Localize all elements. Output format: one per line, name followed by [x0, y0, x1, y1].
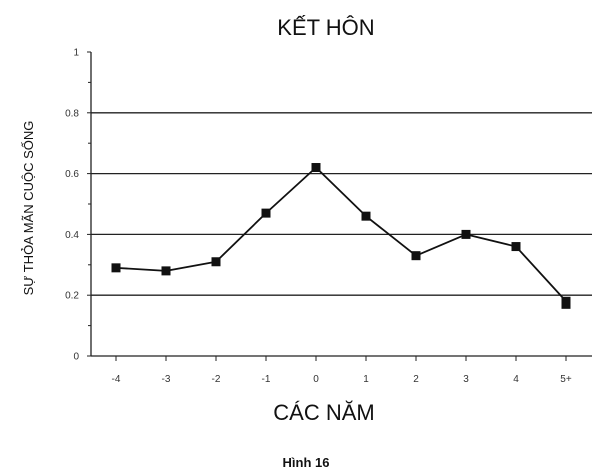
chart-title: KẾT HÔN	[277, 15, 374, 40]
data-point-0	[311, 163, 321, 173]
data-point-2	[411, 251, 421, 261]
x-tick-label-0: -4	[112, 374, 121, 385]
data-point--4	[111, 263, 121, 273]
axes	[90, 52, 592, 357]
x-tick-label-9: 5+	[560, 374, 572, 385]
gridlines	[91, 112, 592, 296]
x-tick-label-3: -1	[262, 374, 271, 385]
series-line-0	[115, 166, 567, 302]
y-tick-label-5: 1	[73, 48, 79, 59]
data-point-1	[361, 211, 371, 221]
y-axis-label: SỰ THỎA MÃN CUỘC SỐNG	[21, 121, 36, 296]
x-tick-label-7: 3	[463, 374, 469, 385]
x-tick-label-6: 2	[413, 374, 419, 385]
data-point-4	[511, 242, 521, 252]
series-group	[111, 163, 571, 309]
figure-caption: Hình 16	[283, 455, 330, 470]
y-tick-label-1: 0.2	[65, 291, 79, 302]
data-point--2	[211, 257, 221, 267]
data-point-extra-0	[561, 299, 571, 309]
data-point--3	[161, 266, 171, 276]
y-ticks: 0 0.2 0.4 0.6 0.8 1	[65, 48, 91, 363]
x-axis-label: CÁC NĂM	[273, 400, 374, 425]
y-tick-label-4: 0.8	[65, 108, 79, 119]
x-tick-label-2: -2	[212, 374, 221, 385]
y-tick-label-3: 0.6	[65, 169, 79, 180]
y-tick-label-0: 0	[73, 352, 79, 363]
x-tick-label-1: -3	[162, 374, 171, 385]
data-point--1	[261, 208, 271, 218]
x-tick-label-8: 4	[513, 374, 519, 385]
data-point-3	[461, 229, 471, 239]
x-tick-label-4: 0	[313, 374, 319, 385]
x-tick-label-5: 1	[363, 374, 369, 385]
x-ticks: -4 -3 -2 -1 0 1 2 3 4 5+	[112, 356, 572, 385]
y-tick-label-2: 0.4	[65, 230, 79, 241]
